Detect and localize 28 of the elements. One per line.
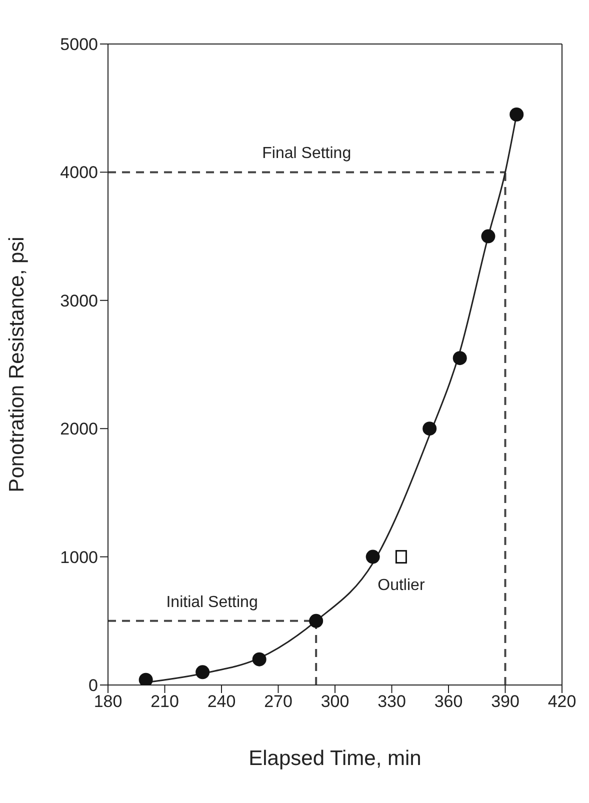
y-tick-label: 1000 [60,548,98,567]
x-tick-label: 360 [434,692,463,712]
x-axis-title: Elapsed Time, min [248,747,422,770]
point [510,108,524,122]
ref-line-label: Final Setting [262,145,352,162]
point [481,229,496,244]
ref-line-label: Initial Setting [166,594,258,611]
y-axis-title: Ponotration Resistance, psi [5,236,28,492]
x-tick-label: 240 [207,692,236,712]
point [196,665,210,680]
point [366,550,380,564]
x-tick-label: 420 [548,692,576,712]
point [452,351,467,366]
x-tick-label: 330 [378,692,406,712]
x-tick-label: 390 [491,692,520,712]
point [422,422,437,436]
point [252,652,266,666]
y-tick-label: 5000 [60,35,98,54]
point [309,614,324,628]
x-tick-label: 270 [264,692,292,712]
y-tick-label: 4000 [60,163,98,182]
x-tick-label: 210 [150,692,179,712]
x-tick-label: 300 [320,692,350,712]
point [138,672,153,685]
point [395,550,407,564]
annotation: Outlier [378,577,426,594]
y-tick-label: 3000 [60,291,98,310]
y-tick-label: 2000 [60,420,98,439]
